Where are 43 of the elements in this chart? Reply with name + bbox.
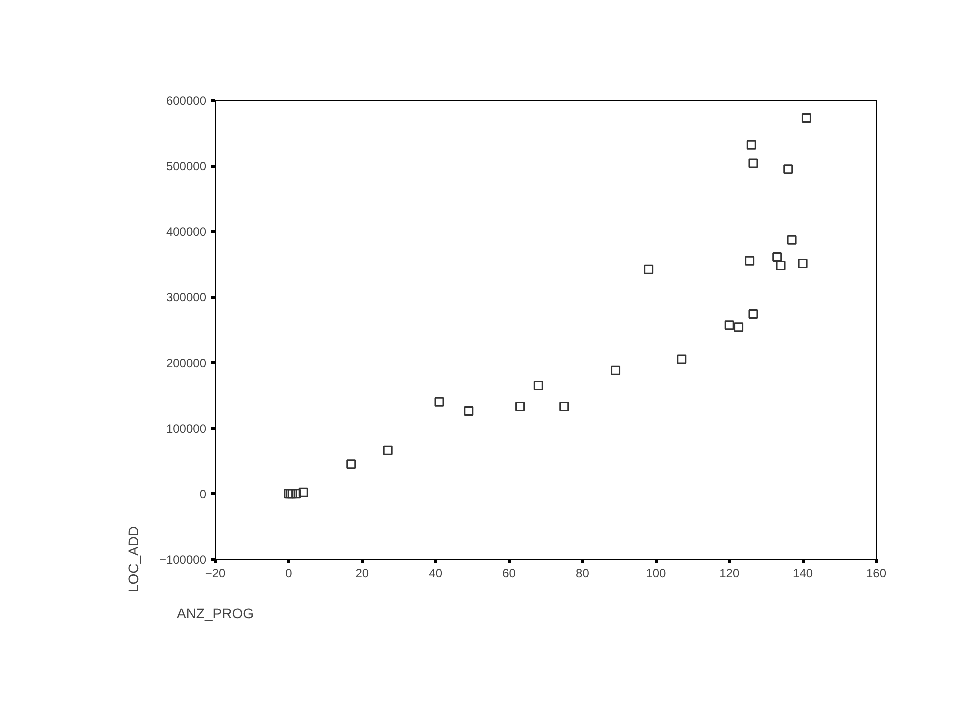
point bbox=[776, 260, 786, 270]
point bbox=[434, 397, 444, 407]
point bbox=[724, 320, 734, 330]
point bbox=[534, 380, 544, 390]
x-tick-label: 0 bbox=[286, 566, 293, 580]
y-tick-label: 200000 bbox=[166, 356, 207, 370]
x-tick-label: 120 bbox=[720, 566, 740, 580]
y-tick-label: 600000 bbox=[166, 94, 207, 108]
point bbox=[464, 406, 474, 416]
y-axis-title: LOC_ADD bbox=[125, 526, 142, 593]
x-tick-label: 80 bbox=[576, 566, 590, 580]
point bbox=[784, 164, 794, 174]
x-tick-label: 160 bbox=[866, 566, 887, 580]
point bbox=[611, 366, 621, 376]
y-tick-label: 100000 bbox=[166, 422, 207, 436]
point bbox=[560, 402, 570, 412]
point bbox=[772, 252, 782, 262]
y-tick-label: 0 bbox=[200, 487, 207, 502]
point bbox=[746, 140, 756, 150]
point bbox=[346, 460, 356, 470]
point bbox=[802, 113, 812, 123]
x-axis-title: ANZ_PROG bbox=[176, 606, 254, 622]
y-tick-label: 300000 bbox=[166, 290, 207, 305]
point bbox=[677, 354, 687, 364]
y-tick-label: −100000 bbox=[159, 553, 207, 567]
point bbox=[734, 322, 744, 332]
x-tick-label: 20 bbox=[356, 566, 370, 580]
point bbox=[748, 310, 758, 320]
x-tick-label: 60 bbox=[502, 566, 516, 580]
x-tick-label: 140 bbox=[793, 566, 814, 580]
y-tick-label: 500000 bbox=[166, 160, 207, 174]
point bbox=[383, 446, 393, 456]
x-tick-label: −20 bbox=[205, 566, 226, 580]
x-tick-label: 100 bbox=[646, 566, 667, 580]
point bbox=[787, 235, 797, 245]
point bbox=[516, 402, 526, 412]
x-tick-label: 40 bbox=[429, 566, 443, 580]
y-tick-label: 400000 bbox=[166, 225, 207, 240]
point bbox=[644, 264, 654, 274]
point bbox=[745, 256, 755, 266]
point bbox=[748, 158, 758, 168]
point bbox=[298, 488, 308, 498]
point bbox=[798, 259, 808, 269]
